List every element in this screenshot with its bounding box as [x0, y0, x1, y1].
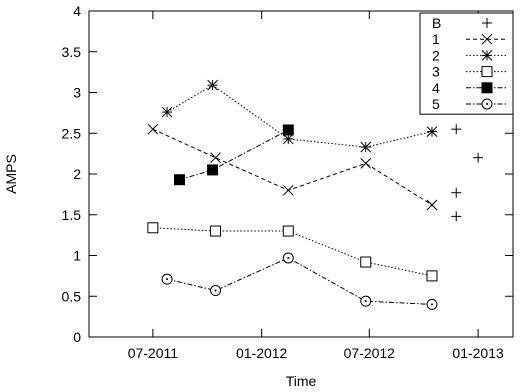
series-3-point: [147, 222, 159, 234]
series-B-point: [451, 187, 462, 198]
series-3-point: [360, 256, 372, 268]
y-tick-label: 0: [73, 329, 81, 345]
legend-marker-sample: [481, 66, 493, 78]
y-tick-label: 2.5: [62, 125, 82, 141]
series-1-point: [147, 123, 159, 135]
series-5-point: [282, 252, 294, 264]
series-3-point: [426, 270, 438, 282]
legend-marker-sample: [481, 33, 493, 45]
legend-label: B: [432, 15, 441, 31]
series-2-point: [161, 106, 173, 118]
series-B: [451, 124, 484, 222]
legend-label: 1: [432, 31, 440, 47]
series-B-point: [451, 124, 462, 135]
legend-marker-sample: [481, 50, 493, 61]
series-4-point: [207, 164, 219, 176]
tick-labels: 0 0.5 1 1.5 2 2.5 3 3.5 4 07-2011 01-2012 07-2012 01…: [62, 3, 504, 361]
legend-label: 2: [432, 47, 440, 63]
legend-marker-sample: [481, 82, 493, 94]
series-2: [161, 79, 438, 153]
series-2-point: [426, 126, 438, 137]
y-tick-label: 1.5: [62, 207, 82, 223]
series-5-line: [166, 257, 433, 305]
series-1-point: [426, 199, 438, 211]
series-B-point: [451, 211, 462, 222]
legend-label: 4: [432, 80, 440, 96]
legend-label: 5: [432, 96, 440, 112]
series-1-line: [152, 128, 433, 206]
series-1-point: [282, 184, 294, 196]
series-2-point: [282, 133, 294, 145]
series-4-point: [282, 124, 294, 136]
series-5-point: [161, 273, 173, 285]
plot-frame: [88, 10, 514, 338]
x-tick-label: 07-2011: [128, 345, 179, 361]
series-layer: [147, 79, 484, 310]
series-1-point: [210, 152, 221, 164]
y-tick-label: 3.5: [62, 44, 82, 60]
x-axis-title: Time: [286, 373, 317, 389]
legend-marker-sample: [482, 18, 492, 28]
x-tick-label: 01-2012: [236, 345, 288, 361]
series-2-line: [166, 84, 433, 148]
series-4-point: [173, 174, 185, 186]
y-tick-label: 1: [73, 248, 81, 264]
series-5-point: [426, 298, 438, 310]
series-3: [147, 222, 438, 282]
series-2-point: [207, 79, 218, 91]
series-5-point: [360, 295, 372, 307]
series-5-point: [210, 285, 222, 297]
series-3-point: [282, 225, 294, 237]
legend-marker-sample: [481, 98, 493, 110]
y-tick-label: 3: [73, 85, 81, 101]
series-4: [173, 124, 294, 186]
series-B-point: [473, 152, 484, 163]
series-1-point: [360, 158, 372, 169]
series-1: [147, 123, 438, 211]
y-axis-title: AMPS: [3, 154, 19, 194]
legend-label: 3: [432, 64, 440, 80]
legend-box: [419, 12, 514, 115]
series-4-line: [179, 129, 289, 181]
series-2-point: [360, 141, 372, 153]
x-tick-label: 01-2013: [452, 345, 504, 361]
series-3-point: [210, 225, 222, 237]
y-tick-label: 4: [73, 3, 81, 19]
y-tick-label: 2: [73, 166, 81, 182]
x-tick-label: 07-2012: [344, 345, 396, 361]
series-5: [161, 252, 438, 310]
y-tick-label: 0.5: [62, 288, 82, 304]
